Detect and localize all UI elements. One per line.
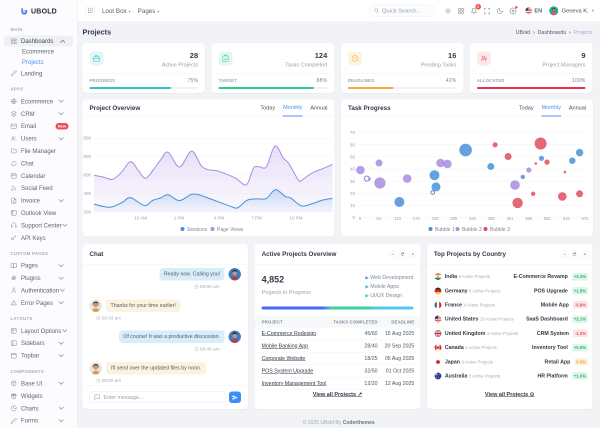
svg-text:1000: 1000 <box>83 136 92 141</box>
svg-text:7 PM: 7 PM <box>251 216 262 221</box>
svg-text:230: 230 <box>431 216 439 221</box>
svg-text:64: 64 <box>376 216 381 221</box>
svg-text:10 PM: 10 PM <box>289 216 302 221</box>
svg-text:119: 119 <box>394 216 401 221</box>
svg-text:9: 9 <box>359 216 362 221</box>
svg-text:10 AM: 10 AM <box>134 216 147 221</box>
svg-text:10: 10 <box>350 203 356 208</box>
svg-text:506: 506 <box>525 216 533 221</box>
svg-text:395: 395 <box>488 216 496 221</box>
svg-text:0: 0 <box>352 215 355 220</box>
svg-text:174: 174 <box>413 216 421 221</box>
svg-text:30: 30 <box>350 179 356 184</box>
svg-text:600: 600 <box>83 173 91 178</box>
svg-text:561: 561 <box>544 216 552 221</box>
svg-text:285: 285 <box>450 216 458 221</box>
svg-text:800: 800 <box>83 154 91 159</box>
svg-text:60: 60 <box>350 142 356 147</box>
svg-text:200: 200 <box>83 209 91 214</box>
svg-text:1 PM: 1 PM <box>174 216 185 221</box>
svg-text:340: 340 <box>469 216 477 221</box>
svg-text:Bubble 2: Bubble 2 <box>462 227 482 233</box>
svg-text:50: 50 <box>350 155 356 160</box>
svg-text:451: 451 <box>506 216 514 221</box>
svg-text:4 PM: 4 PM <box>214 216 225 221</box>
svg-text:Sessions: Sessions <box>187 227 208 233</box>
svg-text:70: 70 <box>350 130 356 135</box>
svg-text:Page Views: Page Views <box>217 227 244 233</box>
svg-text:672: 672 <box>581 216 589 221</box>
svg-text:40: 40 <box>350 167 356 172</box>
svg-text:616: 616 <box>563 216 571 221</box>
svg-text:20: 20 <box>350 191 356 196</box>
svg-text:Bubble 3: Bubble 3 <box>490 227 510 233</box>
svg-text:400: 400 <box>83 191 91 196</box>
svg-text:Bubble 1: Bubble 1 <box>435 227 455 233</box>
